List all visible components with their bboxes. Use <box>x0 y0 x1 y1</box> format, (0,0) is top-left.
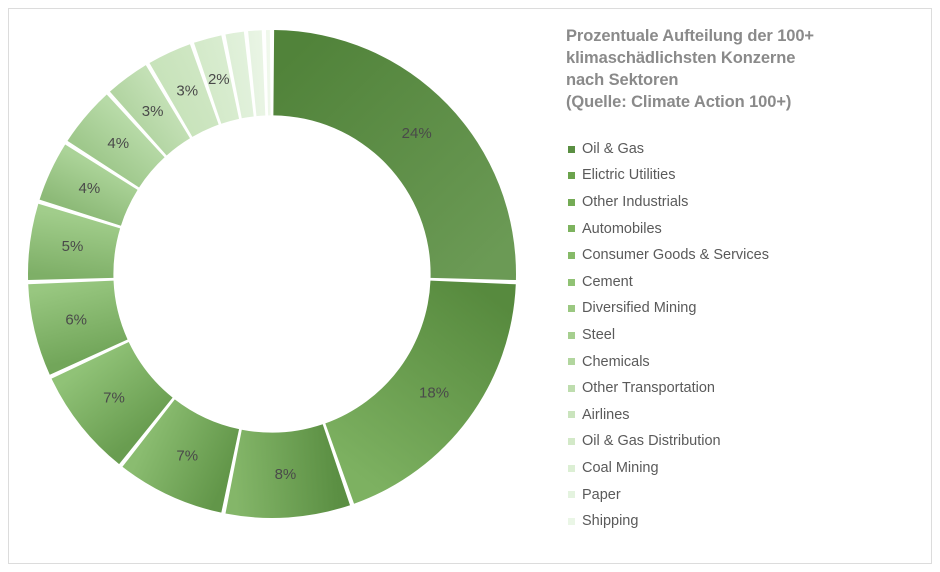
legend-color-swatch <box>568 464 575 472</box>
donut-slice[interactable] <box>67 94 165 188</box>
legend-item[interactable]: Diversified Mining <box>566 295 922 322</box>
legend-item-label: Airlines <box>582 406 630 423</box>
donut-slice[interactable] <box>265 30 271 116</box>
donut-slice[interactable] <box>325 280 516 504</box>
legend-item-label: Other Transportation <box>582 380 715 397</box>
legend-color-swatch <box>568 411 575 419</box>
slice-percentage-label: 7% <box>176 448 198 465</box>
slice-percentage-label: 4% <box>107 135 129 152</box>
legend-item[interactable]: Airlines <box>566 402 922 429</box>
donut-slice[interactable] <box>193 35 240 124</box>
legend-item-label: Oil & Gas <box>582 140 645 157</box>
legend-item[interactable]: Cement <box>566 269 922 296</box>
legend-item-label: Elictric Utilities <box>582 167 676 184</box>
legend-item[interactable]: Oil & Gas Distribution <box>566 428 922 455</box>
donut-slice[interactable] <box>39 144 138 226</box>
legend-item[interactable]: Elictric Utilities <box>566 162 922 189</box>
legend-color-swatch <box>568 305 575 313</box>
legend-item[interactable]: Other Industrials <box>566 189 922 216</box>
chart-legend: Oil & Gas Elictric Utilities Other Industr… <box>566 136 922 535</box>
legend-item-label: Diversified Mining <box>582 300 697 317</box>
legend-item-label: Consumer Goods & Services <box>582 247 769 264</box>
donut-slice[interactable] <box>273 30 516 281</box>
legend-color-swatch <box>568 358 575 366</box>
donut-value-labels: 24% 18% 8% 7% 7% 6% 5% 4% 4% 3% 3% 2% <box>62 71 449 483</box>
chart-title: Prozentuale Aufteilung der 100+ klimasch… <box>566 27 814 111</box>
legend-color-swatch <box>568 517 575 525</box>
slice-percentage-label: 7% <box>103 390 125 407</box>
legend-item-label: Shipping <box>582 513 639 530</box>
legend-item-label: Cement <box>582 273 633 290</box>
legend-color-swatch <box>568 198 575 206</box>
slice-percentage-label: 4% <box>79 180 101 197</box>
legend-color-swatch <box>568 172 575 180</box>
chart-side-panel: Prozentuale Aufteilung der 100+ klimasch… <box>566 26 922 546</box>
legend-color-swatch <box>568 145 575 153</box>
legend-item-label: Chemicals <box>582 353 650 370</box>
legend-item-label: Paper <box>582 486 621 503</box>
donut-slice[interactable] <box>225 424 351 518</box>
legend-color-swatch <box>568 225 575 233</box>
donut-slice[interactable] <box>149 44 219 137</box>
legend-color-swatch <box>568 278 575 286</box>
legend-item[interactable]: Chemicals <box>566 349 922 376</box>
slice-percentage-label: 3% <box>142 103 164 120</box>
donut-slice[interactable] <box>28 280 128 375</box>
slice-percentage-label: 6% <box>65 312 87 329</box>
donut-slices <box>27 30 516 518</box>
donut-slice[interactable] <box>225 31 254 119</box>
legend-item[interactable]: Oil & Gas <box>566 136 922 163</box>
slice-percentage-label: 5% <box>62 238 84 255</box>
legend-item[interactable]: Other Transportation <box>566 375 922 402</box>
legend-item[interactable]: Automobiles <box>566 216 922 243</box>
legend-item[interactable]: Shipping <box>566 508 922 535</box>
donut-slice[interactable] <box>109 65 190 156</box>
legend-item[interactable]: Paper <box>566 481 922 508</box>
donut-chart-svg: 24% 18% 8% 7% 7% 6% 5% 4% 4% 3% 3% 2% <box>27 30 516 518</box>
legend-color-swatch <box>568 491 575 499</box>
legend-color-swatch <box>568 384 575 392</box>
legend-item[interactable]: Steel <box>566 322 922 349</box>
legend-color-swatch <box>568 438 575 446</box>
donut-slice[interactable] <box>248 30 266 117</box>
slice-percentage-label: 8% <box>275 466 297 483</box>
legend-item-label: Automobiles <box>582 220 662 237</box>
legend-item-label: Other Industrials <box>582 193 689 210</box>
donut-slice[interactable] <box>122 399 240 513</box>
legend-color-swatch <box>568 251 575 259</box>
legend-color-swatch <box>568 331 575 339</box>
legend-item-label: Coal Mining <box>582 459 659 476</box>
slice-percentage-label: 24% <box>402 125 432 142</box>
legend-item[interactable]: Consumer Goods & Services <box>566 242 922 269</box>
slice-percentage-label: 3% <box>176 82 198 99</box>
donut-slice[interactable] <box>27 203 121 281</box>
donut-chart-area: 24% 18% 8% 7% 7% 6% 5% 4% 4% 3% 3% 2% <box>12 12 552 560</box>
legend-item-label: Steel <box>582 326 616 343</box>
legend-item[interactable]: Coal Mining <box>566 455 922 482</box>
legend-item-label: Oil & Gas Distribution <box>582 433 721 450</box>
slice-percentage-label: 2% <box>208 71 230 88</box>
donut-slice[interactable] <box>51 342 173 465</box>
slice-percentage-label: 18% <box>419 384 449 401</box>
